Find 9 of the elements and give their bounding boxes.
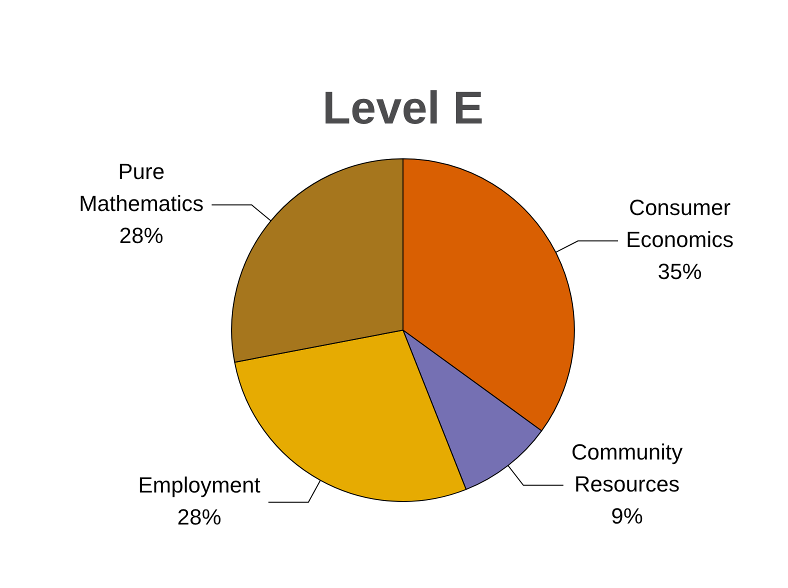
data-label: 9% [611, 503, 643, 528]
slice-label: Consumer Economics [626, 195, 734, 252]
data-label: 28% [119, 222, 164, 248]
slice-label: Pure Mathematics [78, 158, 204, 216]
chart-title: Level E [322, 81, 484, 134]
slice-label: Employment [138, 472, 260, 498]
slice-label: Community Resources [571, 439, 683, 496]
data-label: 35% [658, 259, 702, 284]
data-label: 28% [177, 504, 222, 530]
